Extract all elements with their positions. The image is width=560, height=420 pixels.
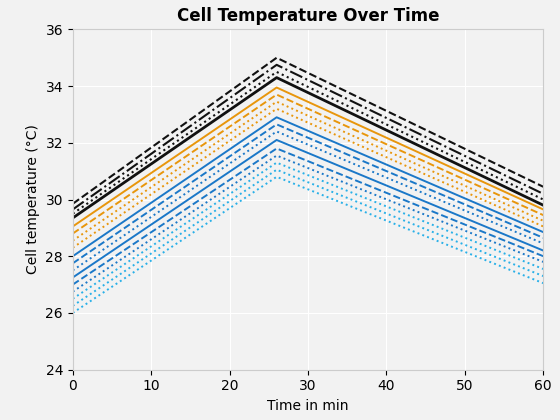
- Y-axis label: Cell temperature (°C): Cell temperature (°C): [26, 125, 40, 274]
- X-axis label: Time in min: Time in min: [267, 399, 349, 413]
- Title: Cell Temperature Over Time: Cell Temperature Over Time: [177, 7, 439, 25]
